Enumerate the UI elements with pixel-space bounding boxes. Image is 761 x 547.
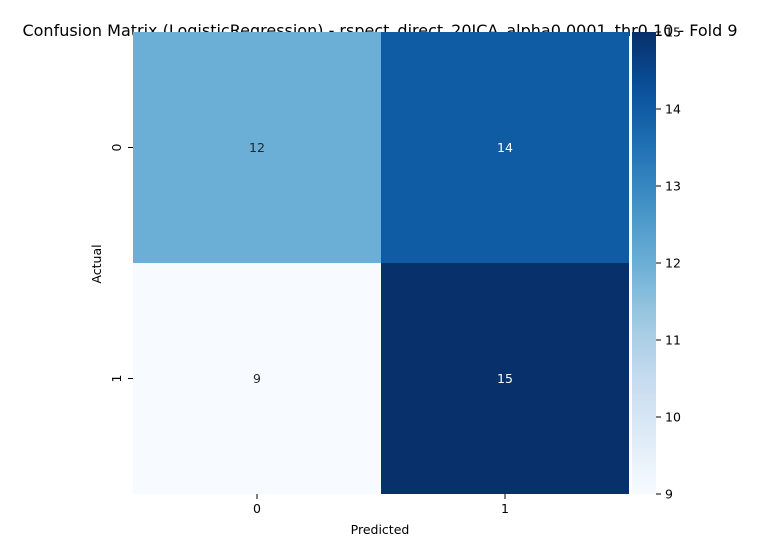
cell-annotation: 14: [497, 140, 513, 155]
y-tick-label: 1: [109, 375, 124, 383]
heatmap-grid: 12 14 9 15: [133, 32, 629, 494]
colorbar-tick-label: 10: [665, 410, 681, 425]
cell-annotation: 12: [249, 140, 265, 155]
heatmap-cell: [133, 263, 381, 494]
colorbar-tick-label: 12: [665, 256, 681, 271]
colorbar-tick-label: 9: [665, 487, 673, 502]
cell-annotation: 9: [253, 371, 261, 386]
x-axis-label: Predicted: [351, 522, 410, 537]
x-tick-label: 0: [253, 501, 261, 516]
colorbar-tick-label: 15: [665, 25, 681, 40]
y-axis-label: Actual: [89, 244, 104, 283]
heatmap-cell: [381, 263, 629, 494]
heatmap-cell: [133, 32, 381, 263]
colorbar-tick-label: 13: [665, 179, 681, 194]
colorbar-axis: 9 10 11 12 13 14 15: [656, 25, 681, 502]
y-tick-label: 0: [109, 143, 124, 151]
cell-annotation: 15: [497, 371, 513, 386]
colorbar-tick-label: 11: [665, 333, 681, 348]
y-axis: 01: [109, 143, 133, 382]
heatmap-cell: [381, 32, 629, 263]
x-tick-label: 1: [501, 501, 509, 516]
colorbar-tick-label: 14: [665, 102, 681, 117]
colorbar: [632, 32, 656, 494]
